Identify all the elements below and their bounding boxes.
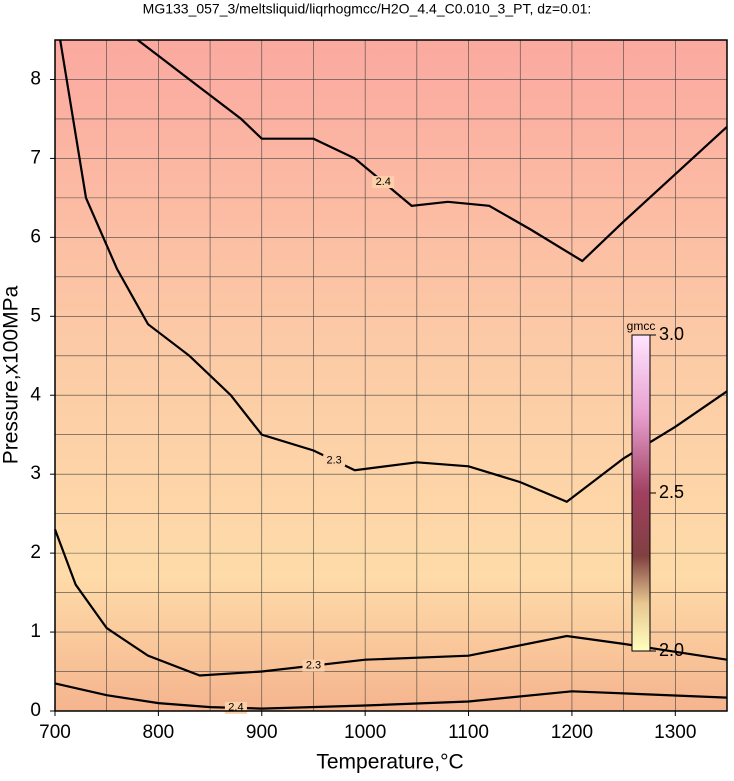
colorbar-tick-label: 2.5: [659, 482, 684, 502]
contour-label: 2.4: [376, 176, 391, 188]
x-tick-label: 800: [143, 722, 175, 743]
contour-line: [54, 682, 728, 710]
contour-label: 2.3: [306, 660, 321, 672]
y-tick-label: 0: [30, 700, 41, 721]
colorbar-label: gmcc: [627, 319, 656, 333]
x-tick-label: 1000: [344, 722, 386, 743]
x-tick-label: 900: [246, 722, 278, 743]
colorbar-tick-label: 3.0: [659, 324, 684, 344]
y-tick-label: 3: [30, 463, 41, 484]
contour-line: [137, 39, 728, 263]
y-tick-label: 6: [30, 226, 41, 247]
x-tick-label: 700: [39, 722, 71, 743]
y-tick-label: 7: [30, 147, 41, 168]
y-tick-label: 5: [30, 305, 41, 326]
contour-label-bg: [302, 659, 325, 672]
contour-label: 2.4: [228, 702, 243, 714]
x-tick-label: 1300: [654, 722, 696, 743]
y-axis-label: Pressure,x100MPa: [0, 285, 23, 464]
chart-title: MG133_057_3/meltsliquid/liqrhogmcc/H2O_4…: [143, 1, 592, 17]
plot-frame: [54, 39, 728, 712]
contour-label: 2.3: [326, 454, 341, 466]
colorbar-tick-label: 2.0: [659, 640, 684, 660]
x-tick-label: 1100: [448, 722, 489, 743]
contour-label-bg: [372, 176, 395, 189]
y-tick-label: 1: [30, 621, 41, 642]
x-tick-label: 1200: [551, 722, 593, 743]
y-tick-label: 4: [30, 384, 41, 405]
y-tick-label: 8: [30, 68, 41, 89]
y-tick-label: 2: [30, 542, 41, 563]
plot-background: [55, 40, 727, 711]
x-axis-label: Temperature,°C: [316, 751, 463, 774]
contour-label-bg: [323, 454, 346, 467]
colorbar: [631, 334, 651, 652]
